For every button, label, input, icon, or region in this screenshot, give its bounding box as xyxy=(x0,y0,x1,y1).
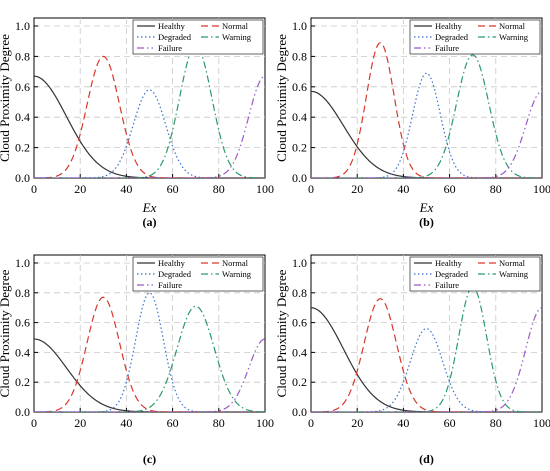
y-tick-label: 0.0 xyxy=(15,171,30,185)
y-tick-label: 1.0 xyxy=(15,256,30,270)
legend-label-degraded: Degraded xyxy=(435,32,469,42)
series-line-failure xyxy=(311,307,542,412)
y-tick-label: 0.0 xyxy=(292,171,307,185)
x-tick-label: 20 xyxy=(74,182,86,196)
legend-label-warning: Warning xyxy=(499,32,529,42)
series-line-failure xyxy=(311,90,542,178)
legend-label-normal: Normal xyxy=(499,258,526,268)
x-tick-label: 0 xyxy=(31,182,37,196)
x-tick-label: 100 xyxy=(256,182,274,196)
x-tick-label: 20 xyxy=(351,416,363,430)
subfigure-label: (d) xyxy=(419,452,434,466)
series-line-normal xyxy=(34,296,265,412)
y-tick-label: 0.8 xyxy=(15,49,30,63)
y-tick-label: 0.4 xyxy=(15,345,30,359)
legend-label-normal: Normal xyxy=(222,258,249,268)
y-tick-label: 0.2 xyxy=(292,375,307,389)
x-tick-label: 0 xyxy=(308,182,314,196)
legend-label-failure: Failure xyxy=(158,43,182,53)
legend: Healthy Normal Degraded Warning Failure xyxy=(409,256,541,292)
x-axis-label: Ex xyxy=(419,200,434,215)
x-axis-label: Ex xyxy=(142,200,157,215)
legend-label-degraded: Degraded xyxy=(158,32,192,42)
y-axis-label: Cloud Proximity Degree xyxy=(274,269,289,397)
x-tick-label: 20 xyxy=(74,416,86,430)
series-line-warning xyxy=(34,45,265,178)
x-tick-label: 100 xyxy=(533,182,550,196)
legend: Healthy Normal Degraded Warning Failure xyxy=(132,256,264,292)
series-line-normal xyxy=(311,298,542,412)
x-tick-label: 60 xyxy=(444,416,456,430)
x-tick-label: 40 xyxy=(120,416,132,430)
legend-label-degraded: Degraded xyxy=(435,269,469,279)
subfigure-label: (c) xyxy=(143,452,156,466)
y-tick-label: 0.6 xyxy=(15,80,30,94)
x-tick-label: 80 xyxy=(213,182,225,196)
y-tick-label: 0.0 xyxy=(15,405,30,419)
x-tick-label: 40 xyxy=(397,416,409,430)
x-tick-label: 40 xyxy=(397,182,409,196)
y-axis-label: Cloud Proximity Degree xyxy=(0,269,12,397)
y-tick-label: 0.6 xyxy=(292,80,307,94)
legend-label-healthy: Healthy xyxy=(158,258,186,268)
x-tick-label: 60 xyxy=(167,416,179,430)
legend-label-failure: Failure xyxy=(435,43,459,53)
legend-label-normal: Normal xyxy=(222,21,249,31)
y-tick-label: 0.8 xyxy=(292,49,307,63)
legend-label-degraded: Degraded xyxy=(158,269,192,279)
y-tick-label: 0.4 xyxy=(292,345,307,359)
x-tick-label: 80 xyxy=(490,182,502,196)
legend-label-warning: Warning xyxy=(222,269,252,279)
y-tick-label: 1.0 xyxy=(292,256,307,270)
subfigure-label: (a) xyxy=(143,215,157,229)
legend-label-failure: Failure xyxy=(158,280,182,290)
y-tick-label: 0.4 xyxy=(15,110,30,124)
series-line-warning xyxy=(34,305,265,412)
y-tick-label: 0.6 xyxy=(292,316,307,330)
y-tick-label: 0.8 xyxy=(15,286,30,300)
legend: Healthy Normal Degraded Warning Failure xyxy=(409,19,541,55)
x-tick-label: 20 xyxy=(351,182,363,196)
x-tick-label: 40 xyxy=(120,182,132,196)
y-tick-label: 0.2 xyxy=(292,141,307,155)
x-tick-label: 60 xyxy=(444,182,456,196)
y-tick-label: 0.2 xyxy=(15,375,30,389)
x-tick-label: 0 xyxy=(31,416,37,430)
y-tick-label: 0.8 xyxy=(292,286,307,300)
legend-label-normal: Normal xyxy=(499,21,526,31)
y-tick-label: 0.0 xyxy=(292,405,307,419)
legend-label-healthy: Healthy xyxy=(435,21,463,31)
x-tick-label: 0 xyxy=(308,416,314,430)
series-line-normal xyxy=(34,55,265,178)
x-tick-label: 100 xyxy=(533,416,550,430)
y-tick-label: 1.0 xyxy=(292,19,307,33)
legend-label-healthy: Healthy xyxy=(158,21,186,31)
y-tick-label: 1.0 xyxy=(15,19,30,33)
x-tick-label: 80 xyxy=(213,416,225,430)
legend-label-healthy: Healthy xyxy=(435,258,463,268)
y-axis-label: Cloud Proximity Degree xyxy=(274,34,289,162)
legend-label-warning: Warning xyxy=(222,32,252,42)
legend-label-warning: Warning xyxy=(499,269,529,279)
x-tick-label: 100 xyxy=(256,416,274,430)
x-tick-label: 80 xyxy=(490,416,502,430)
subfigure-label: (b) xyxy=(419,215,434,229)
x-tick-label: 60 xyxy=(167,182,179,196)
y-axis-label: Cloud Proximity Degree xyxy=(0,34,12,162)
y-tick-label: 0.6 xyxy=(15,316,30,330)
legend: Healthy Normal Degraded Warning Failure xyxy=(132,19,264,55)
series-line-failure xyxy=(34,338,265,412)
series-line-failure xyxy=(34,75,265,178)
legend-label-failure: Failure xyxy=(435,280,459,290)
y-tick-label: 0.2 xyxy=(15,141,30,155)
y-tick-label: 0.4 xyxy=(292,110,307,124)
